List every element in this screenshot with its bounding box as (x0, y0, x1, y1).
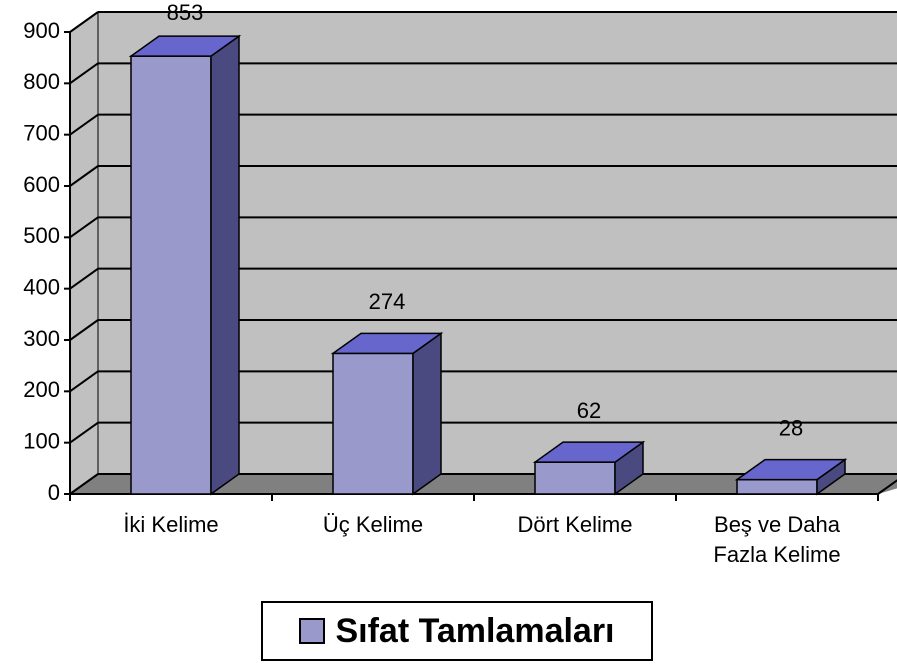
grid-line (69, 165, 99, 187)
legend: Sıfat Tamlamaları (261, 601, 653, 661)
bar-side (210, 34, 240, 496)
floor (70, 474, 897, 494)
y-tick-label: 0 (48, 480, 60, 505)
bar-front (130, 55, 212, 495)
data-label: 274 (369, 289, 406, 314)
y-tick-label: 700 (23, 120, 60, 145)
bar-front (736, 478, 818, 495)
side-wall (69, 11, 99, 495)
x-tick-label: Üç Kelime (322, 512, 424, 537)
y-tick-label: 900 (23, 18, 60, 43)
bar-top (330, 332, 444, 355)
grid-line (69, 216, 99, 239)
bar-top (532, 441, 646, 463)
bar (330, 331, 444, 496)
legend-label: Sıfat Tamlamaları (335, 611, 615, 650)
grid-line (69, 62, 99, 85)
legend-swatch (299, 618, 326, 644)
bar-front (534, 461, 616, 495)
grid-line (69, 319, 99, 341)
y-tick-label: 100 (23, 428, 60, 453)
y-tick-label: 800 (23, 69, 60, 94)
x-tick-label: İki Kelime (123, 512, 219, 537)
data-label: 62 (577, 398, 601, 423)
x-axis-end (877, 479, 897, 495)
y-tick-label: 200 (23, 377, 60, 402)
y-tick-label: 600 (23, 172, 60, 197)
bar-front (332, 352, 414, 495)
grid-line (69, 473, 99, 495)
grid-line (69, 370, 99, 393)
bar-side (412, 331, 442, 496)
data-label: 28 (779, 415, 803, 440)
bar (734, 458, 848, 496)
grid-line (69, 113, 99, 136)
grid-line (69, 11, 99, 33)
grid-line (69, 421, 99, 444)
grid-line (69, 267, 99, 290)
bar-top (128, 35, 242, 57)
x-tick-label: Beş ve Daha Fazla Kelime (713, 512, 841, 567)
x-tick-label: Dört Kelime (517, 512, 633, 537)
y-tick-label: 300 (23, 326, 60, 351)
bar-top (734, 458, 848, 481)
y-tick-label: 500 (23, 223, 60, 248)
data-label: 853 (167, 0, 204, 25)
bar (532, 440, 646, 496)
bar (128, 34, 242, 496)
y-tick-label: 400 (23, 274, 60, 299)
back-wall (98, 12, 897, 474)
